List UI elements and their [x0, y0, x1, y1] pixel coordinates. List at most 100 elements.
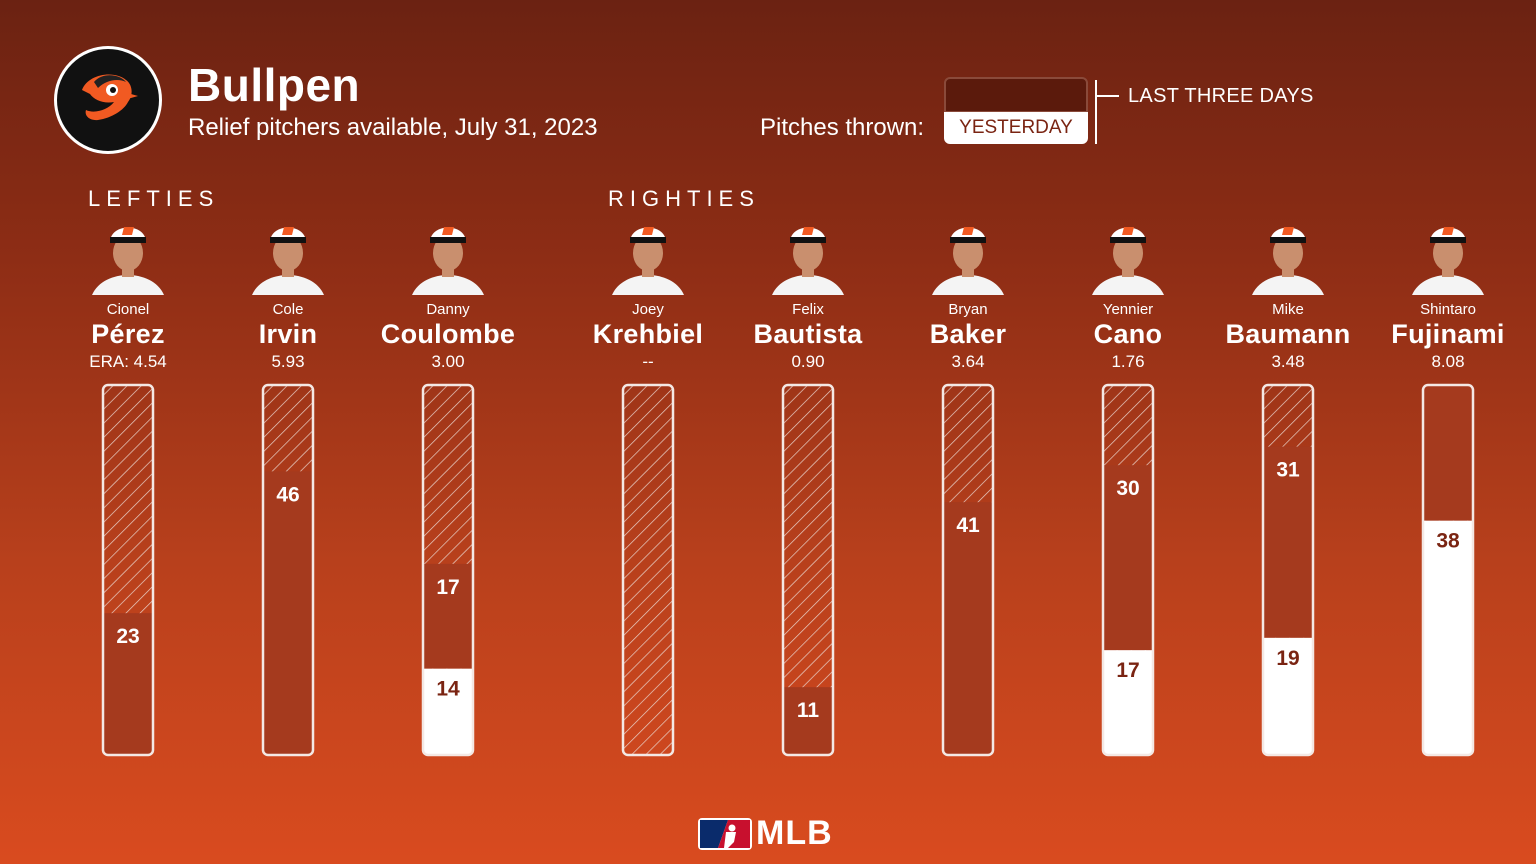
player-headshot — [88, 215, 168, 295]
player-last-name: Fujinami — [1391, 319, 1505, 349]
legend-swatch-three-days — [944, 77, 1088, 113]
player-last-name: Bautista — [753, 319, 863, 349]
oriole-bird-icon — [82, 74, 138, 121]
player-last-name: Krehbiel — [592, 319, 704, 349]
mlb-wordmark: MLB — [756, 814, 833, 852]
orioles-logo — [54, 46, 162, 154]
bar-segment-three-days — [943, 502, 993, 755]
player-era: -- — [642, 352, 654, 371]
mlb-batter-icon — [698, 817, 752, 850]
bar-segment-three-days — [1263, 446, 1313, 638]
bar-label-yesterday: 17 — [1116, 659, 1139, 682]
bar-label-three-days: 23 — [116, 625, 139, 648]
bar-label-yesterday: 38 — [1436, 530, 1460, 553]
player-first-name: Felix — [792, 301, 824, 318]
player-headshot — [928, 215, 1008, 295]
bar-segment-yesterday — [1263, 637, 1313, 755]
player-last-name: Coulombe — [380, 319, 516, 349]
legend-bracket-tick — [1095, 95, 1119, 97]
player-card: Danny Coulombe 3.00 — [363, 215, 533, 373]
player-first-name: Shintaro — [1420, 301, 1476, 318]
bar-outline — [1421, 383, 1475, 757]
legend-label-three-days: LAST THREE DAYS — [1128, 85, 1314, 107]
pitch-bar: 4638 — [1421, 383, 1475, 757]
bar-label-three-days: 11 — [797, 699, 820, 722]
page-title: Bullpen — [188, 59, 361, 111]
player-last-name: Baumann — [1225, 319, 1351, 349]
bar-segment-three-days — [103, 613, 153, 755]
mlb-logo: MLB — [698, 814, 833, 853]
player-headshot — [408, 215, 488, 295]
player-last-name: Pérez — [91, 319, 165, 349]
player-era: 5.93 — [271, 352, 305, 371]
player-headshot — [248, 215, 328, 295]
player-era: 3.00 — [431, 352, 465, 371]
player-last-name: Cano — [1093, 319, 1163, 349]
pitch-bar: 30 17 — [1101, 383, 1155, 757]
bar-label-three-days: 30 — [1116, 477, 1139, 500]
player-era: ERA: 4.54 — [89, 352, 167, 371]
pitch-bar: 23 — [101, 383, 155, 757]
bar-outline — [1261, 383, 1315, 757]
bar-capacity-hatch — [623, 385, 673, 755]
player-first-name: Cole — [272, 301, 304, 318]
section-label-righties: RIGHTIES — [608, 186, 760, 211]
player-era: 0.90 — [791, 352, 825, 371]
page-subtitle: Relief pitchers available, July 31, 2023 — [188, 114, 598, 141]
bar-segment-three-days — [423, 563, 473, 669]
player-card: Cionel Pérez ERA: 4.54 — [43, 215, 213, 373]
bar-outline — [1101, 383, 1155, 757]
bar-label-yesterday: 14 — [436, 678, 460, 701]
bar-label-three-days: 41 — [956, 514, 980, 537]
player-headshot — [608, 215, 688, 295]
player-headshot — [1248, 215, 1328, 295]
player-headshot — [768, 215, 848, 295]
player-first-name: Joey — [632, 301, 664, 318]
bar-label-three-days: 17 — [436, 576, 459, 599]
player-card: Joey Krehbiel -- — [563, 215, 733, 373]
player-era: 1.76 — [1111, 352, 1145, 371]
bar-label-three-days: 46 — [276, 483, 299, 506]
player-first-name: Cionel — [106, 301, 150, 318]
bar-outline — [261, 383, 315, 757]
bar-outline — [421, 383, 475, 757]
bar-outline — [101, 383, 155, 757]
pitch-bar — [621, 383, 675, 757]
player-card: Bryan Baker 3.64 — [883, 215, 1053, 373]
player-first-name: Bryan — [948, 301, 988, 318]
bar-segment-three-days — [263, 471, 313, 755]
bar-segment-three-days — [1423, 385, 1473, 521]
player-first-name: Yennier — [1102, 301, 1154, 318]
player-first-name: Mike — [1272, 301, 1304, 318]
legend-bracket — [1095, 80, 1097, 144]
bar-label-three-days: 31 — [1276, 459, 1300, 482]
bar-outline — [941, 383, 995, 757]
bar-outline — [781, 383, 835, 757]
player-era: 3.64 — [951, 352, 985, 371]
player-headshot — [1408, 215, 1488, 295]
player-last-name: Baker — [929, 319, 1007, 349]
pitch-bar: 11 — [781, 383, 835, 757]
bar-segment-yesterday — [423, 668, 473, 755]
player-era: 8.08 — [1431, 352, 1465, 371]
bar-segment-three-days — [1103, 465, 1153, 651]
bar-segment-yesterday — [1423, 520, 1473, 755]
player-card: Yennier Cano 1.76 — [1043, 215, 1213, 373]
bar-segment-yesterday — [1103, 650, 1153, 755]
pitch-bar: 46 — [261, 383, 315, 757]
player-card: Mike Baumann 3.48 — [1203, 215, 1373, 373]
player-card: Felix Bautista 0.90 — [723, 215, 893, 373]
player-last-name: Irvin — [258, 319, 318, 349]
bar-outline — [621, 383, 675, 757]
section-label-lefties: LEFTIES — [88, 186, 220, 211]
player-headshot — [1088, 215, 1168, 295]
legend-label: Pitches thrown: — [760, 114, 925, 141]
bar-label-yesterday: 19 — [1276, 647, 1299, 670]
player-era: 3.48 — [1271, 352, 1305, 371]
player-card: Cole Irvin 5.93 — [203, 215, 373, 373]
legend-swatch-yesterday: YESTERDAY — [944, 112, 1088, 144]
bar-segment-three-days — [783, 687, 833, 755]
pitch-bar: 31 19 — [1261, 383, 1315, 757]
pitch-bar: 41 — [941, 383, 995, 757]
